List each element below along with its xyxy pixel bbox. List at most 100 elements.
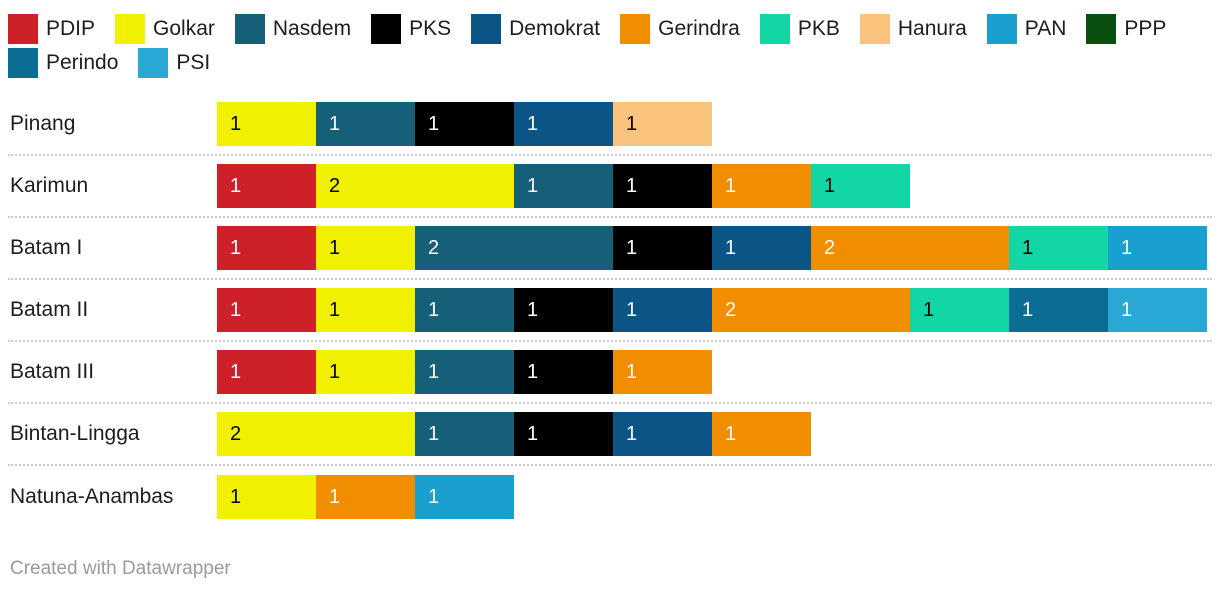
bar-segment-golkar[interactable]: 1 [217, 475, 316, 519]
segment-value: 1 [626, 112, 638, 135]
segment-value: 1 [527, 298, 539, 321]
bar-segment-nasdem[interactable]: 1 [514, 164, 613, 208]
legend-item-nasdem: Nasdem [234, 14, 352, 44]
stacked-bar: 1 2 1 1 1 1 [217, 164, 910, 208]
bar-segment-demokrat[interactable]: 1 [613, 288, 712, 332]
bar-segment-demokrat[interactable]: 1 [613, 412, 712, 456]
bar-segment-pkb[interactable]: 1 [811, 164, 910, 208]
segment-value: 1 [329, 112, 341, 135]
bar-segment-gerindra[interactable]: 2 [712, 288, 910, 332]
segment-value: 1 [626, 422, 638, 445]
bar-segment-pan[interactable]: 1 [1108, 226, 1207, 270]
bar-segment-gerindra[interactable]: 1 [613, 350, 712, 394]
bar-segment-gerindra[interactable]: 1 [316, 475, 415, 519]
segment-value: 1 [725, 422, 737, 445]
legend-swatch-demokrat [471, 14, 502, 44]
segment-value: 1 [527, 422, 539, 445]
segment-value: 1 [626, 360, 638, 383]
bar-segment-golkar[interactable]: 1 [316, 350, 415, 394]
bar-segment-golkar[interactable]: 1 [316, 226, 415, 270]
segment-value: 1 [1022, 298, 1034, 321]
legend-label: Golkar [153, 17, 215, 40]
bar-segment-pks[interactable]: 1 [514, 412, 613, 456]
chart-container: PDIP Golkar Nasdem PKS Demokrat Gerindra PKB Ha… [8, 14, 1212, 579]
chart-row: Batam III 1 1 1 1 1 [8, 342, 1212, 404]
bar-segment-golkar[interactable]: 1 [217, 102, 316, 146]
segment-value: 2 [428, 236, 440, 259]
legend-swatch-pan [986, 14, 1017, 44]
bar-segment-pks[interactable]: 1 [514, 350, 613, 394]
segment-value: 1 [230, 298, 242, 321]
bar-segment-pks[interactable]: 1 [514, 288, 613, 332]
bar-segment-nasdem[interactable]: 1 [415, 288, 514, 332]
legend-item-ppp: PPP [1086, 14, 1166, 44]
legend-label: PKB [797, 17, 840, 40]
segment-value: 1 [428, 298, 440, 321]
chart-row: Pinang 1 1 1 1 1 [8, 94, 1212, 156]
segment-value: 1 [527, 112, 539, 135]
bar-segment-pan[interactable]: 1 [415, 475, 514, 519]
bar-segment-gerindra[interactable]: 1 [712, 412, 811, 456]
bar-segment-gerindra[interactable]: 2 [811, 226, 1009, 270]
stacked-bar: 1 1 1 1 1 2 1 1 1 [217, 288, 1207, 332]
stacked-bar: 1 1 2 1 1 2 1 1 [217, 226, 1207, 270]
bar-segment-demokrat[interactable]: 1 [712, 226, 811, 270]
bar-segment-pdip[interactable]: 1 [217, 288, 316, 332]
legend-swatch-pks [371, 14, 402, 44]
legend-item-pkb: PKB [759, 14, 840, 44]
bar-segment-pdip[interactable]: 1 [217, 350, 316, 394]
legend-item-pan: PAN [986, 14, 1067, 44]
stacked-bar: 2 1 1 1 1 [217, 412, 811, 456]
row-label: Batam I [10, 236, 83, 259]
segment-value: 1 [230, 360, 242, 383]
bar-segment-nasdem[interactable]: 1 [415, 412, 514, 456]
legend-label: PKS [409, 17, 452, 40]
legend-item-hanura: Hanura [859, 14, 967, 44]
legend-label: PAN [1024, 17, 1067, 40]
bar-segment-pks[interactable]: 1 [613, 226, 712, 270]
segment-value: 1 [428, 485, 440, 508]
segment-value: 1 [230, 112, 242, 135]
legend-swatch-pkb [759, 14, 790, 44]
bar-segment-golkar[interactable]: 2 [217, 412, 415, 456]
stacked-bar: 1 1 1 [217, 475, 514, 519]
chart-row: Batam II 1 1 1 1 1 2 1 1 1 [8, 280, 1212, 342]
segment-value: 1 [329, 360, 341, 383]
legend-item-demokrat: Demokrat [471, 14, 600, 44]
bar-segment-perindo[interactable]: 1 [1009, 288, 1108, 332]
datawrapper-credit-link[interactable]: Created with Datawrapper [10, 558, 231, 579]
bar-segment-golkar[interactable]: 2 [316, 164, 514, 208]
bar-segment-psi[interactable]: 1 [1108, 288, 1207, 332]
bar-segment-pks[interactable]: 1 [613, 164, 712, 208]
legend-label: Gerindra [658, 17, 740, 40]
bar-segment-demokrat[interactable]: 1 [514, 102, 613, 146]
bar-segment-pkb[interactable]: 1 [1009, 226, 1108, 270]
segment-value: 1 [329, 298, 341, 321]
bar-segment-nasdem[interactable]: 1 [316, 102, 415, 146]
legend-item-pks: PKS [371, 14, 451, 44]
segment-value: 1 [329, 236, 341, 259]
legend-label: Nasdem [272, 17, 352, 40]
stacked-bar: 1 1 1 1 1 [217, 102, 712, 146]
segment-value: 1 [626, 174, 638, 197]
row-label: Natuna-Anambas [10, 485, 174, 508]
bar-segment-nasdem[interactable]: 1 [415, 350, 514, 394]
bar-segment-pkb[interactable]: 1 [910, 288, 1009, 332]
segment-value: 1 [428, 422, 440, 445]
segment-value: 1 [725, 174, 737, 197]
segment-value: 1 [527, 360, 539, 383]
bar-segment-gerindra[interactable]: 1 [712, 164, 811, 208]
bar-segment-pdip[interactable]: 1 [217, 164, 316, 208]
segment-value: 1 [1121, 298, 1133, 321]
bar-segment-nasdem[interactable]: 2 [415, 226, 613, 270]
bar-segment-pks[interactable]: 1 [415, 102, 514, 146]
bar-segment-golkar[interactable]: 1 [316, 288, 415, 332]
segment-value: 1 [527, 174, 539, 197]
chart-row: Bintan-Lingga 2 1 1 1 1 [8, 404, 1212, 466]
legend-label: PDIP [46, 17, 96, 40]
segment-value: 1 [824, 174, 836, 197]
bar-segment-hanura[interactable]: 1 [613, 102, 712, 146]
bar-segment-pdip[interactable]: 1 [217, 226, 316, 270]
legend-label: PPP [1124, 17, 1167, 40]
